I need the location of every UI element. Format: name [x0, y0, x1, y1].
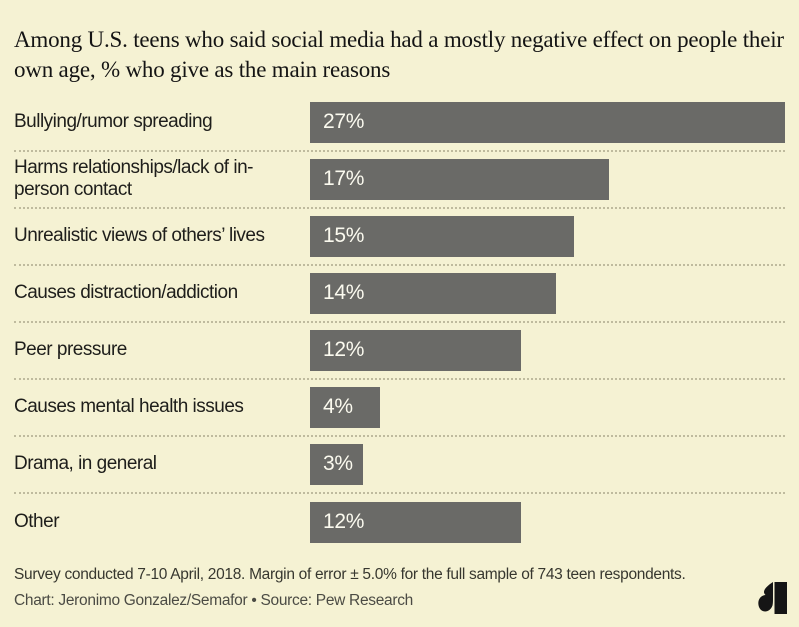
category-label: Causes distraction/addiction: [14, 282, 238, 304]
chart-row: Causes distraction/addiction 14%: [14, 266, 785, 323]
bar-value-label: 27%: [323, 110, 365, 134]
chart-row: Peer pressure 12%: [14, 323, 785, 380]
bar: 17%: [310, 158, 610, 200]
bar-value-label: 17%: [323, 167, 365, 191]
chart-row: Unrealistic views of others’ lives 15%: [14, 209, 785, 266]
bar-value-label: 15%: [323, 224, 365, 248]
category-label: Unrealistic views of others’ lives: [14, 225, 265, 247]
chart-row: Causes mental health issues 4%: [14, 380, 785, 437]
bar-track: 4%: [310, 386, 785, 428]
category-label: Harms relationships/lack of in-person co…: [14, 157, 253, 201]
bar-value-label: 14%: [323, 281, 365, 305]
chart-row: Other 12%: [14, 494, 785, 551]
bar-track: 3%: [310, 443, 785, 485]
bar-track: 15%: [310, 215, 785, 257]
bar: 3%: [310, 443, 363, 485]
chart-row: Bullying/rumor spreading 27%: [14, 95, 785, 152]
bar: 12%: [310, 329, 522, 371]
chart-row: Harms relationships/lack of in-person co…: [14, 152, 785, 209]
bar-value-label: 12%: [323, 338, 365, 362]
semafor-logo-icon: [758, 582, 787, 614]
bar: 4%: [310, 386, 381, 428]
bar-value-label: 4%: [323, 395, 353, 419]
bar-track: 27%: [310, 101, 785, 143]
bar-track: 12%: [310, 329, 785, 371]
bar: 15%: [310, 215, 574, 257]
category-label: Causes mental health issues: [14, 396, 244, 418]
bar-track: 17%: [310, 158, 785, 200]
bar: 14%: [310, 272, 557, 314]
bar: 12%: [310, 501, 522, 543]
bar-track: 12%: [310, 501, 785, 543]
category-label: Bullying/rumor spreading: [14, 111, 213, 133]
category-label: Drama, in general: [14, 453, 157, 475]
survey-note: Survey conducted 7-10 April, 2018. Margi…: [14, 565, 686, 583]
bar-value-label: 3%: [323, 452, 353, 476]
category-label: Peer pressure: [14, 339, 127, 361]
bar-chart: Bullying/rumor spreading 27% Harms relatio…: [14, 95, 785, 551]
category-label: Other: [14, 511, 60, 533]
chart-title: Among U.S. teens who said social media h…: [14, 27, 784, 83]
bar: 27%: [310, 101, 785, 143]
bar-value-label: 12%: [323, 510, 365, 534]
credit-line: Chart: Jeronimo Gonzalez/Semafor • Sourc…: [14, 591, 413, 609]
bar-track: 14%: [310, 272, 785, 314]
chart-row: Drama, in general 3%: [14, 437, 785, 494]
